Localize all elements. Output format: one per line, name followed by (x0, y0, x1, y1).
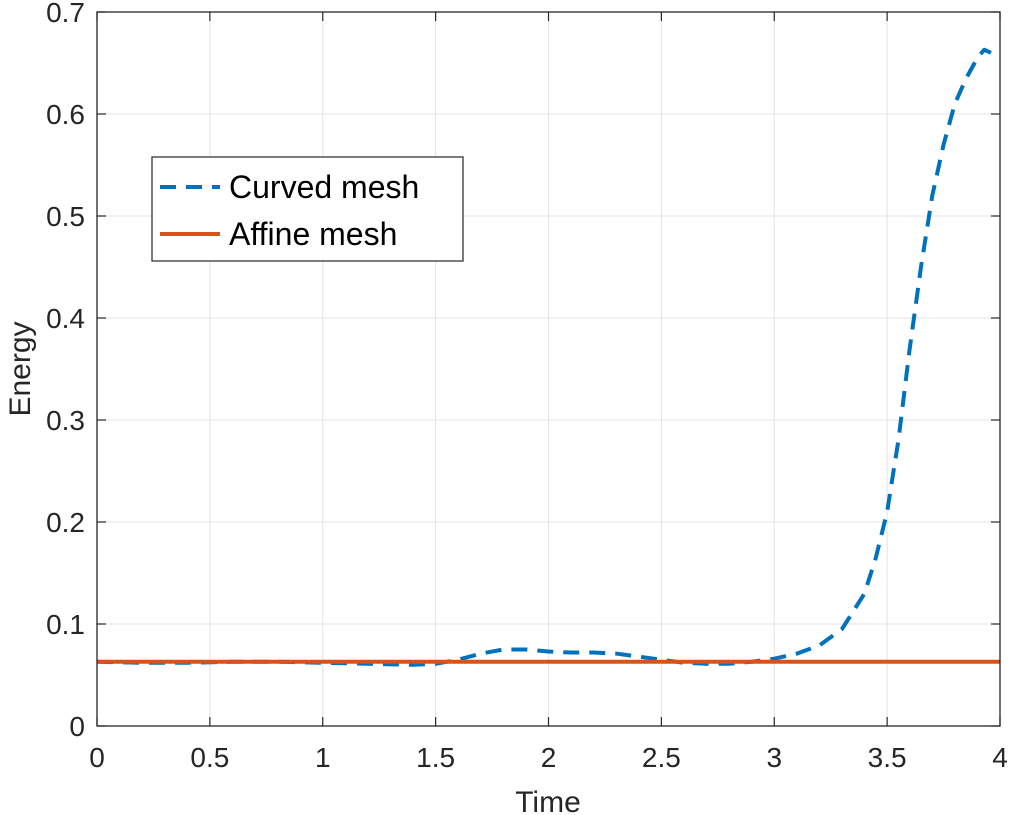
x-tick-label: 1 (315, 742, 331, 773)
y-tick-label: 0.3 (46, 405, 85, 436)
x-tick-label: 2.5 (642, 742, 681, 773)
x-tick-label: 3 (766, 742, 782, 773)
y-tick-label: 0.6 (46, 99, 85, 130)
y-tick-label: 0.1 (46, 609, 85, 640)
x-tick-label: 4 (992, 742, 1008, 773)
grid-lines (97, 12, 1000, 726)
x-tick-label: 2 (541, 742, 557, 773)
x-axis-label: Time (515, 786, 581, 815)
y-tick-label: 0.2 (46, 507, 85, 538)
y-tick-label: 0.5 (46, 201, 85, 232)
legend-label-affine-mesh: Affine mesh (229, 216, 397, 252)
tick-labels: 0 0.5 1 1.5 2 2.5 3 3.5 4 0 0.1 0.2 0.3 0.4 0.5 0.6 0.7 (46, 0, 1008, 773)
y-tick-label: 0.4 (46, 303, 85, 334)
series-layer (96, 47, 1000, 667)
x-tick-label: 0.5 (190, 742, 229, 773)
x-tick-label: 3.5 (868, 742, 907, 773)
y-axis-label: Energy (4, 321, 37, 416)
axis-ticks (96, 11, 1001, 727)
series-line-curved-mesh (96, 47, 992, 667)
legend-label-curved-mesh: Curved mesh (229, 169, 419, 205)
x-tick-label: 0 (89, 742, 105, 773)
legend: Curved mesh Affine mesh (151, 156, 464, 262)
x-tick-label: 1.5 (416, 742, 455, 773)
y-tick-label: 0 (69, 711, 85, 742)
legend-box (151, 156, 464, 262)
y-tick-label: 0.7 (46, 0, 85, 28)
